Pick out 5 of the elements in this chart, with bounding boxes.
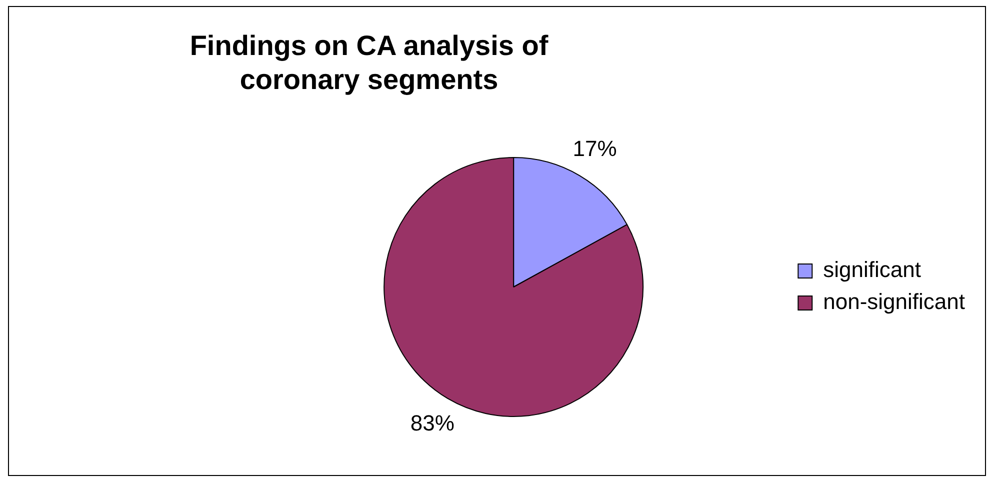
- legend-label: significant: [823, 257, 921, 282]
- chart-title: Findings on CA analysis of coronary segments: [189, 29, 549, 97]
- data-label: 83%: [410, 410, 454, 436]
- data-label: 17%: [572, 136, 617, 161]
- legend-label: non-significant: [823, 289, 966, 314]
